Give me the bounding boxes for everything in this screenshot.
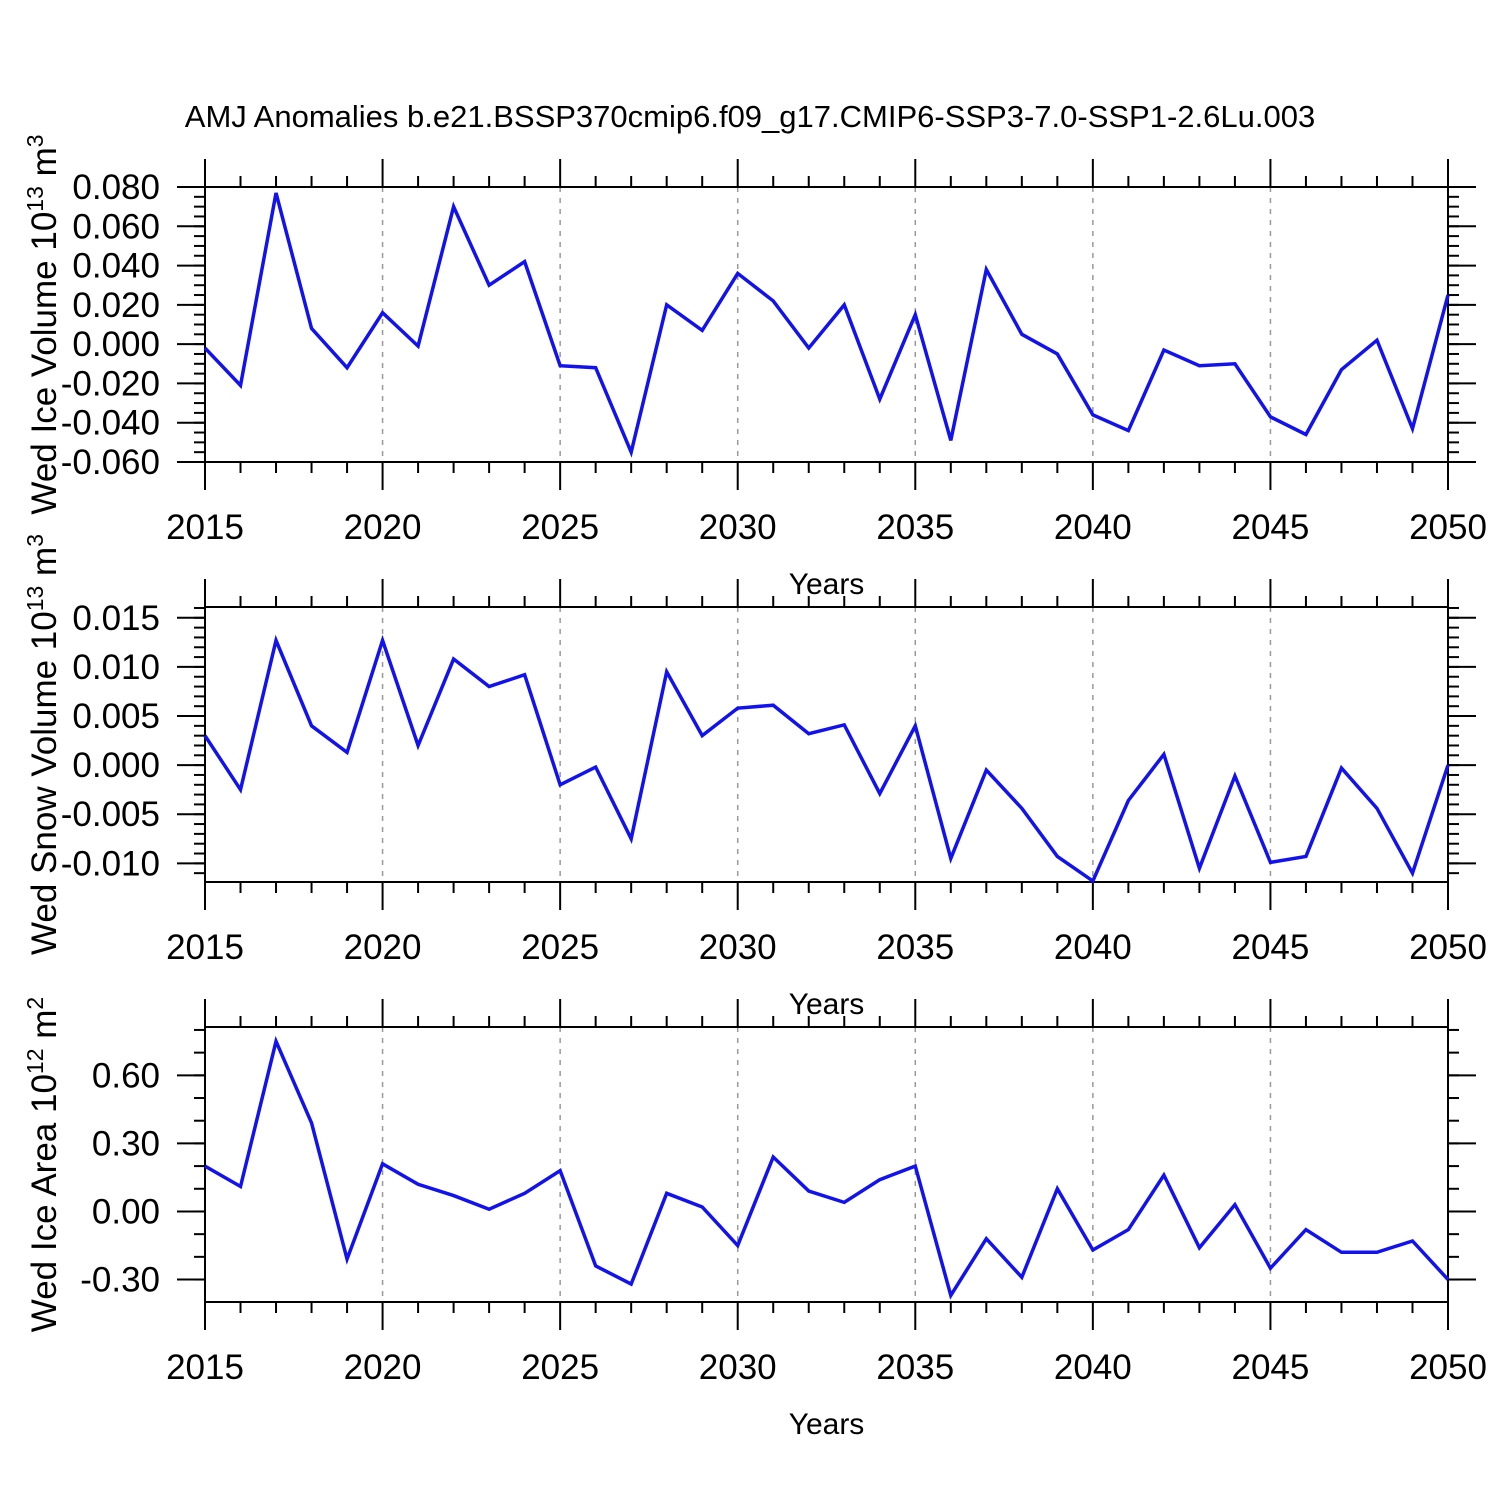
x-axis-title: Years [789, 1408, 865, 1441]
y-axis-title: Wed Snow Volume 1013 m3 [22, 534, 64, 955]
x-tick-label: 2025 [521, 928, 599, 967]
y-tick-label: 0.005 [72, 697, 160, 736]
x-tick-label: 2015 [166, 508, 244, 547]
plot-frame [204, 606, 1449, 883]
y-tick-label: 0.00 [92, 1192, 160, 1231]
x-tick-label: 2040 [1054, 508, 1132, 547]
x-tick-label: 2050 [1409, 1348, 1487, 1387]
x-tick-label: 2040 [1054, 928, 1132, 967]
y-axis-title: Wed Ice Volume 1013 m3 [22, 134, 64, 514]
x-tick-label: 2035 [876, 1348, 954, 1387]
x-tick-label: 2025 [521, 1348, 599, 1387]
y-axis-title: Wed Ice Area 1012 m2 [22, 997, 64, 1332]
x-tick-label: 2050 [1409, 928, 1487, 967]
y-tick-label: -0.30 [80, 1261, 160, 1300]
y-tick-label: -0.010 [61, 844, 160, 883]
x-axis-title: Years [789, 988, 865, 1021]
x-tick-label: 2020 [344, 1348, 422, 1387]
x-tick-label: 2030 [699, 508, 777, 547]
x-axis-title: Years [789, 568, 865, 601]
y-tick-label: -0.060 [61, 443, 160, 482]
x-tick-label: 2025 [521, 508, 599, 547]
figure-title: AMJ Anomalies b.e21.BSSP370cmip6.f09_g17… [185, 99, 1315, 134]
x-tick-label: 2030 [699, 928, 777, 967]
x-tick-label: 2045 [1231, 508, 1309, 547]
panel-wed-ice-area: 0.60 0.30 0.00 -0.30 2015 2020 2025 2030 2035 204… [22, 997, 1487, 1441]
x-tick-label: 2015 [166, 1348, 244, 1387]
x-tick-label: 2035 [876, 928, 954, 967]
y-tick-label: 0.060 [72, 207, 160, 246]
y-tick-label: 0.010 [72, 648, 160, 687]
x-tick-label: 2040 [1054, 1348, 1132, 1387]
y-tick-label: 0.040 [72, 247, 160, 286]
panel-wed-ice-volume: 0.0800.0600.0400.0200.000-0.020-0.040-0.… [22, 134, 1487, 601]
y-tick-label: -0.020 [61, 364, 160, 403]
x-tick-label: 2035 [876, 508, 954, 547]
x-tick-label: 2020 [344, 508, 422, 547]
y-tick-label: 0.015 [72, 599, 160, 638]
y-tick-label: 0.000 [72, 325, 160, 364]
y-tick-label: 0.000 [72, 746, 160, 785]
plot-frame [204, 186, 1449, 463]
y-tick-label: 0.080 [72, 168, 160, 207]
data-line-wed-ice-area [204, 1035, 1450, 1300]
plot-frame [204, 1026, 1449, 1303]
x-tick-label: 2045 [1231, 1348, 1309, 1387]
y-tick-label: 0.60 [92, 1056, 160, 1095]
data-line-wed-snow-volume [203, 634, 1450, 884]
y-tick-label: -0.040 [61, 404, 160, 443]
y-tick-label: -0.005 [61, 795, 160, 834]
x-tick-label: 2050 [1409, 508, 1487, 547]
x-tick-label: 2045 [1231, 928, 1309, 967]
x-tick-label: 2020 [344, 928, 422, 967]
x-tick-label: 2015 [166, 928, 244, 967]
panel-wed-snow-volume: 0.015 0.010 0.005 0.000 -0.005 -0.010 2015 2020… [22, 534, 1487, 1021]
panels-group: 0.0800.0600.0400.0200.000-0.020-0.040-0.… [22, 134, 1487, 1441]
y-tick-label: 0.30 [92, 1124, 160, 1163]
y-tick-label: 0.020 [72, 286, 160, 325]
x-tick-label: 2030 [699, 1348, 777, 1387]
data-line-wed-ice-volume [203, 192, 1450, 458]
